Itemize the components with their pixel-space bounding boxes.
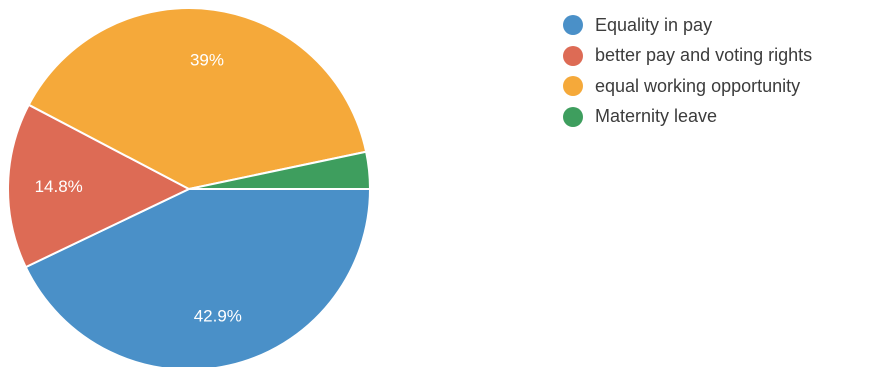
legend-swatch-maternity-leave: [563, 106, 583, 127]
pie-slice-maternity-leave[interactable]: [188, 150, 371, 190]
legend-label-equal-working-opportunity: equal working opportunity: [595, 75, 801, 96]
legend-label-equality-in-pay: Equality in pay: [595, 14, 713, 35]
pie-slice-better-pay-and-voting-rights[interactable]: [7, 103, 190, 269]
legend-item-equal-working-opportunity[interactable]: equal working opportunity: [563, 71, 812, 102]
legend-swatch-equality-in-pay: [563, 15, 583, 36]
legend-label-better-pay-and-voting-rights: better pay and voting rights: [595, 45, 813, 66]
pie-chart: 42.9% 14.8% 39%: [7, 7, 371, 367]
slice-value-label: 42.9%: [194, 307, 242, 326]
legend-label-maternity-leave: Maternity leave: [595, 106, 718, 127]
chart-legend: Equality in pay better pay and voting ri…: [563, 10, 812, 132]
slice-value-label: 14.8%: [35, 177, 83, 196]
pie-slice-equal-working-opportunity[interactable]: [27, 7, 368, 190]
legend-swatch-better-pay-and-voting-rights: [563, 45, 583, 66]
pie-slice-equality-in-pay[interactable]: [24, 188, 371, 367]
legend-item-maternity-leave[interactable]: Maternity leave: [563, 102, 812, 133]
legend-item-equality-in-pay[interactable]: Equality in pay: [563, 10, 812, 41]
legend-item-better-pay-and-voting-rights[interactable]: better pay and voting rights: [563, 41, 812, 72]
legend-swatch-equal-working-opportunity: [563, 76, 583, 97]
slice-value-label: 39%: [190, 50, 224, 69]
